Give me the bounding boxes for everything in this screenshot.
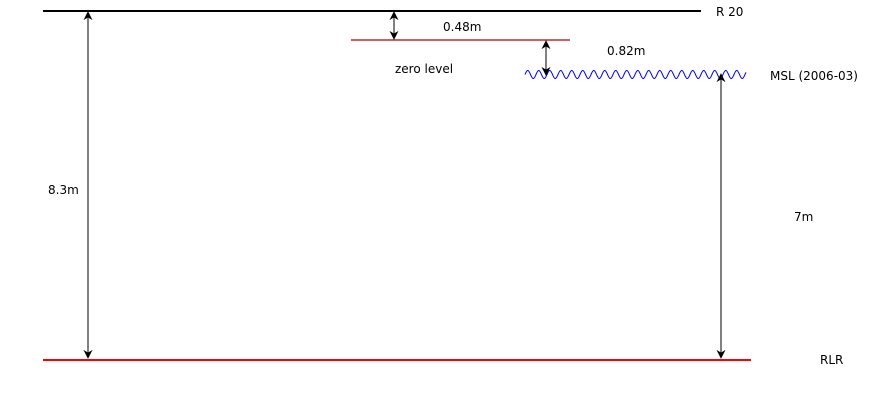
zero-level-label: zero level [395, 62, 453, 76]
height-msl-rlr-label: 7m [794, 210, 813, 224]
r20-label: R 20 [716, 5, 743, 19]
msl-label: MSL (2006-03) [770, 69, 858, 83]
offset-zero-msl-label: 0.82m [607, 44, 645, 58]
height-r20-rlr-label: 8.3m [48, 183, 79, 197]
offset-r20-zero-label: 0.48m [443, 20, 481, 34]
msl-wave [524, 70, 747, 79]
rlr-label: RLR [820, 353, 843, 367]
